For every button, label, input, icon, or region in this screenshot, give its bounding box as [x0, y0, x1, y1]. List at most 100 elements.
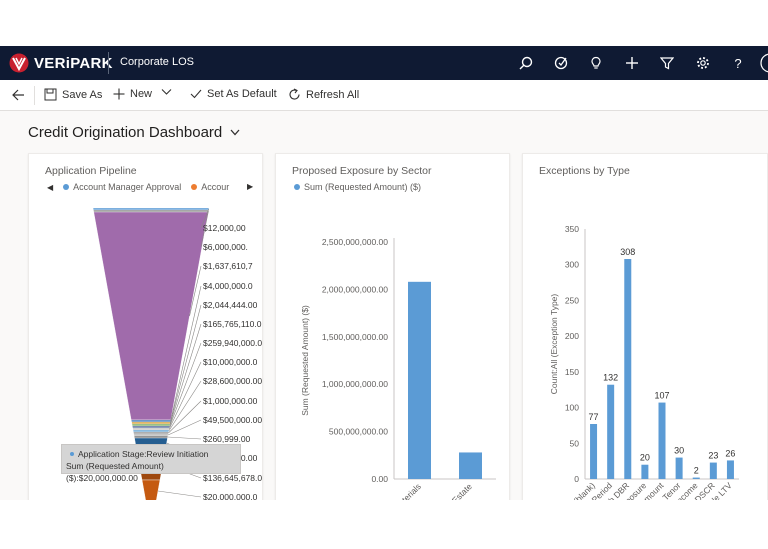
dashboard-title[interactable]: Credit Origination Dashboard — [28, 124, 240, 141]
y-tick-label: 250 — [565, 295, 579, 305]
funnel-data-label: $6,000,000. — [203, 242, 248, 252]
funnel-leader-line — [167, 436, 202, 440]
y-tick-label: 2,000,000,000.00 — [322, 284, 388, 294]
funnel-segment[interactable] — [133, 433, 169, 437]
new-dropdown-button[interactable] — [161, 88, 172, 96]
legend-entry[interactable]: Accour — [201, 182, 230, 192]
y-tick-label: 1,000,000,000.00 — [322, 379, 388, 389]
data-label: 77 — [589, 412, 599, 422]
panel-application-pipeline: Application Pipeline ◀ Account Manager A… — [28, 153, 263, 500]
pipeline-legend: ◀ Account Manager Approval Accour — [47, 182, 229, 192]
filter-icon[interactable] — [657, 53, 677, 73]
panel-title: Proposed Exposure by Sector — [292, 165, 432, 177]
save-as-icon — [44, 88, 57, 101]
data-label: 107 — [654, 391, 669, 401]
avatar[interactable] — [760, 53, 768, 73]
exposure-legend: Sum (Requested Amount) ($) — [294, 182, 421, 192]
funnel-leader-line — [200, 210, 209, 248]
y-tick-label: 350 — [565, 224, 579, 234]
chevron-down-icon — [161, 89, 172, 95]
funnel-data-label: $1,000,000.00 — [203, 396, 258, 406]
set-as-default-button[interactable]: Set As Default — [190, 88, 277, 100]
bar[interactable] — [709, 462, 717, 479]
funnel-segment[interactable] — [132, 429, 170, 433]
bar[interactable] — [590, 424, 598, 479]
funnel-data-label: $49,500,000.00 — [203, 415, 262, 425]
y-tick-label: 50 — [570, 438, 580, 448]
funnel-segment[interactable] — [131, 421, 171, 425]
legend-entry[interactable]: Sum (Requested Amount) ($) — [304, 182, 422, 192]
funnel-segment[interactable] — [133, 431, 169, 435]
plus-icon[interactable] — [622, 53, 642, 73]
funnel-data-label: $10,000,000.0 — [203, 357, 258, 367]
exposure-bar-chart: 0.00 500,000,000.00 1,000,000,000.00 1,500,… — [300, 237, 496, 500]
app-name[interactable]: Corporate LOS — [120, 56, 194, 68]
funnel-segment[interactable] — [130, 419, 172, 423]
bar[interactable] — [726, 460, 734, 479]
data-label: 20 — [640, 453, 650, 463]
y-tick-label: 500,000,000.00 — [329, 427, 388, 437]
funnel-segment[interactable] — [92, 207, 210, 211]
bar[interactable] — [459, 452, 482, 479]
funnel-segment[interactable] — [132, 427, 170, 431]
bar[interactable] — [624, 259, 632, 479]
funnel-leader-line — [167, 419, 202, 436]
y-tick-label: 200 — [565, 331, 579, 341]
cmdbar-divider — [34, 86, 35, 105]
funnel-leader-line — [200, 208, 210, 229]
checkmark-icon — [190, 89, 202, 99]
legend-prev-icon[interactable]: ◀ — [47, 182, 54, 192]
bar[interactable] — [641, 464, 649, 479]
bar[interactable] — [692, 477, 700, 479]
funnel-data-label: $12,000,00 — [203, 223, 246, 233]
save-as-label: Save As — [62, 88, 103, 101]
funnel-segment[interactable] — [141, 479, 161, 500]
data-label: 23 — [708, 451, 718, 461]
help-icon[interactable]: ? — [734, 55, 742, 71]
bar[interactable] — [607, 384, 615, 479]
new-button[interactable]: New — [113, 88, 152, 100]
y-axis-title: Sum (Requested Amount) ($) — [300, 305, 310, 416]
funnel-leader-line — [168, 380, 202, 432]
legend-next-icon[interactable]: ▶ — [247, 182, 254, 191]
save-as-button[interactable]: Save As — [44, 88, 102, 101]
command-bar: Save As New Set As Default Refresh All — [0, 80, 768, 111]
bar[interactable] — [408, 281, 431, 479]
refresh-all-button[interactable]: Refresh All — [288, 88, 359, 101]
legend-entry[interactable]: Account Manager Approval — [73, 182, 182, 192]
target-icon[interactable] — [551, 53, 571, 73]
refresh-all-label: Refresh All — [306, 88, 360, 101]
plus-icon — [113, 88, 125, 100]
funnel-segment[interactable] — [93, 211, 209, 421]
y-tick-label: 0 — [574, 474, 579, 484]
funnel-data-label: $28,600,000.00 — [203, 376, 262, 386]
funnel-segment[interactable] — [133, 435, 169, 439]
y-tick-label: 100 — [565, 403, 579, 413]
gear-icon[interactable] — [693, 53, 713, 73]
app-frame: VERiPARK Corporate LOS ? — [0, 46, 768, 500]
funnel-segment[interactable] — [93, 209, 209, 213]
back-arrow-icon[interactable] — [12, 89, 25, 101]
funnel-leader-line — [168, 361, 202, 430]
funnel-segment[interactable] — [131, 423, 171, 427]
legend-marker — [191, 184, 198, 190]
dashboard-title-text: Credit Origination Dashboard — [28, 124, 223, 141]
search-icon[interactable] — [516, 53, 536, 73]
y-tick-label: 1,500,000,000.00 — [322, 332, 388, 342]
funnel-leader-line — [169, 342, 202, 428]
bar[interactable] — [675, 457, 683, 479]
refresh-icon — [289, 88, 300, 100]
lightbulb-icon[interactable] — [586, 53, 606, 73]
y-tick-label: 0.00 — [371, 474, 388, 484]
funnel-leader-line — [170, 285, 202, 422]
bar[interactable] — [658, 402, 666, 479]
y-tick-label: 2,500,000,000.00 — [322, 237, 388, 247]
y-tick-label: 300 — [565, 260, 579, 270]
x-tick-label: Real Estate — [436, 481, 474, 500]
funnel-segment[interactable] — [132, 425, 170, 429]
data-label: 26 — [725, 448, 735, 458]
funnel-data-label: $260,999.00 — [203, 434, 251, 444]
tooltip-line-1: Application Stage:Review Initiation — [78, 449, 209, 459]
funnel-data-label: $136,645,678.00 — [203, 473, 263, 483]
